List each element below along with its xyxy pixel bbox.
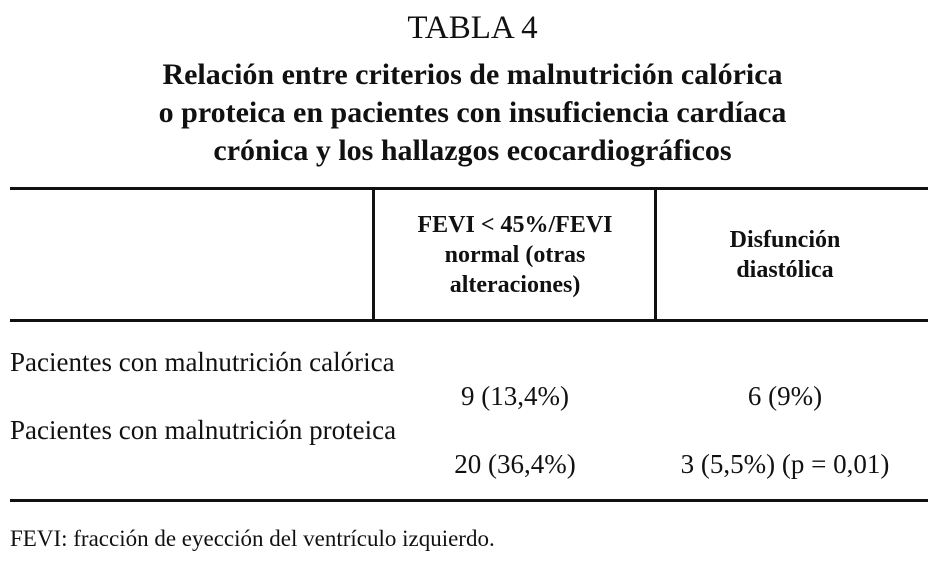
column-header: FEVI < 45%/FEVI normal (otras alteracion… — [417, 212, 613, 298]
column-divider — [372, 189, 375, 321]
cell: 3 (5,5%) (p = 0,01) — [680, 449, 890, 479]
column-divider — [654, 189, 657, 321]
subtitle-line: Relación entre criterios de malnutrición… — [162, 58, 783, 91]
header-rule — [10, 319, 928, 322]
row-label: Pacientes con malnutrición proteica — [10, 415, 397, 445]
row-label: Pacientes con malnutrición calórica — [10, 347, 395, 377]
footnote: FEVI: fracción de eyección del ventrícul… — [10, 526, 495, 551]
subtitle-line: crónica y los hallazgos ecocardiográfico… — [213, 134, 732, 167]
bottom-rule — [10, 499, 928, 502]
cell: 6 (9%) — [747, 381, 823, 411]
top-rule — [10, 187, 928, 190]
cell: 20 (36,4%) — [454, 449, 576, 479]
subtitle-line: o proteica en pacientes con insuficienci… — [158, 96, 787, 129]
cell: 9 (13,4%) — [461, 381, 569, 411]
column-header: Disfunción diastólica — [729, 227, 841, 283]
table-title: TABLA 4 — [407, 10, 538, 46]
